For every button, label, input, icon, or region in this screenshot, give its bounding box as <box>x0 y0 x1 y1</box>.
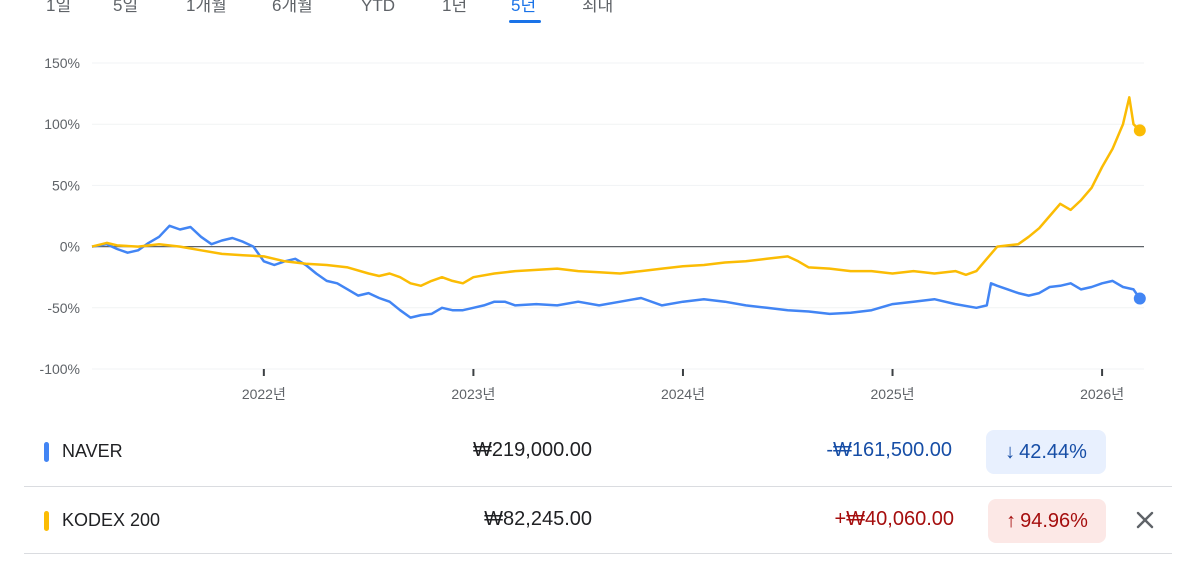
series-color-swatch <box>44 442 49 462</box>
y-tick-label: 0% <box>60 239 80 255</box>
arrow-down-icon: ↓ <box>1005 440 1016 463</box>
x-tick-label: 2022년 <box>242 386 286 402</box>
stock-name: KODEX 200 <box>62 510 161 530</box>
percent-change-badge: ↓ 42.44% <box>986 430 1106 474</box>
tab-1m[interactable]: 1개월 <box>186 0 227 15</box>
comparison-chart: 150% 100% 50% 0% -50% -100% 2022년 2023년 2024년 202… <box>40 55 1146 402</box>
tab-1y[interactable]: 1년 <box>442 0 468 15</box>
y-tick-label: 150% <box>44 55 80 71</box>
tab-5d[interactable]: 5일 <box>113 0 139 15</box>
percent-change-value: 42.44% <box>1019 440 1087 463</box>
stock-price: ₩82,245.00 <box>484 508 592 530</box>
close-icon[interactable] <box>1130 505 1160 535</box>
comparison-row-naver[interactable]: NAVER ₩219,000.00 -₩161,500.00 ↓ 42.44% <box>24 418 1172 484</box>
x-tick-label: 2024년 <box>661 386 705 402</box>
x-tick-label: 2023년 <box>451 386 495 402</box>
tab-6m[interactable]: 6개월 <box>272 0 313 15</box>
comparison-row-kodex200[interactable]: KODEX 200 ₩82,245.00 +₩40,060.00 ↑ 94.96… <box>24 486 1172 554</box>
percent-change-badge: ↑ 94.96% <box>988 499 1106 543</box>
price-change: -₩161,500.00 <box>826 439 952 461</box>
tab-max[interactable]: 최대 <box>582 0 614 15</box>
price-change: +₩40,060.00 <box>834 508 954 530</box>
y-tick-label: 50% <box>52 177 80 193</box>
arrow-up-icon: ↑ <box>1006 509 1017 532</box>
stock-name: NAVER <box>62 441 123 461</box>
series-color-swatch <box>44 511 49 531</box>
series-end-point <box>1133 124 1146 137</box>
tab-1d[interactable]: 1일 <box>46 0 72 15</box>
y-tick-label: -50% <box>47 300 80 316</box>
x-tick-label: 2025년 <box>871 386 915 402</box>
y-tick-label: -100% <box>40 361 80 377</box>
series-line <box>91 224 1141 319</box>
x-tick-label: 2026년 <box>1080 386 1124 402</box>
tab-5y[interactable]: 5년 <box>511 0 537 15</box>
tab-ytd[interactable]: YTD <box>361 0 395 15</box>
y-tick-label: 100% <box>44 116 80 132</box>
active-tab-indicator <box>509 20 541 23</box>
series-line <box>91 96 1141 288</box>
percent-change-value: 94.96% <box>1020 509 1088 532</box>
stock-price: ₩219,000.00 <box>473 439 592 461</box>
series-end-point <box>1133 292 1146 305</box>
time-range-tabs: 1일 5일 1개월 6개월 YTD 1년 5년 최대 <box>0 0 1200 30</box>
